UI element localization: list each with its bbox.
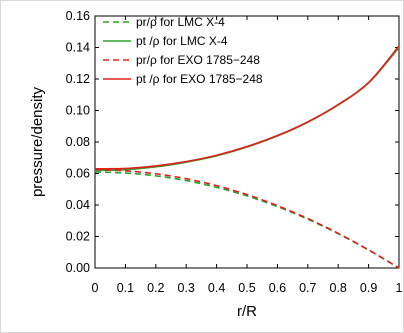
series-line-3 [94,168,400,269]
series-line-4 [94,45,400,170]
x-tick-label: 1 [396,281,403,295]
legend-label-2: pt /ρ for LMC X-4 [136,34,228,48]
legend-label-3: pr/ρ for EXO 1785−248 [136,53,260,67]
x-tick-label: 0.9 [360,281,377,295]
x-tick-label: 0.3 [178,281,195,295]
y-axis: 0.00 0.02 0.04 0.06 0.08 0.10 0.12 0.14 0.16 [66,9,399,275]
y-tick-label: 0.08 [66,135,90,149]
legend: pr/ρ for LMC X-4 pt /ρ for LMC X-4 pr/ρ fo… [103,15,263,86]
x-tick-label: 0.2 [147,281,164,295]
legend-label-1: pr/ρ for LMC X-4 [136,15,225,29]
y-tick-label: 0.04 [66,198,90,212]
x-tick-label: 0.7 [299,281,316,295]
y-tick-label: 0.06 [66,167,90,181]
y-tick-label: 0.00 [66,261,90,275]
x-tick-label: 0 [92,281,99,295]
x-tick-label: 0.8 [330,281,347,295]
x-tick-label: 0.6 [269,281,286,295]
x-tick-label: 0.1 [117,281,134,295]
y-tick-label: 0.02 [66,230,90,244]
x-axis-title: r/R [237,303,257,320]
x-tick-label: 0.5 [238,281,255,295]
y-tick-label: 0.10 [66,104,90,118]
legend-label-4: pt /ρ for EXO 1785−248 [136,72,263,86]
x-tick-label: 0.4 [208,281,225,295]
y-axis-title: pressure/density [29,86,46,197]
y-tick-label: 0.14 [66,41,90,55]
y-tick-label: 0.12 [66,72,90,86]
x-axis: 0 0.1 0.2 0.3 0.4 0.5 0.6 0.7 0.8 0.9 1 [92,16,403,295]
y-tick-label: 0.16 [66,9,90,23]
series-layer [94,45,400,269]
